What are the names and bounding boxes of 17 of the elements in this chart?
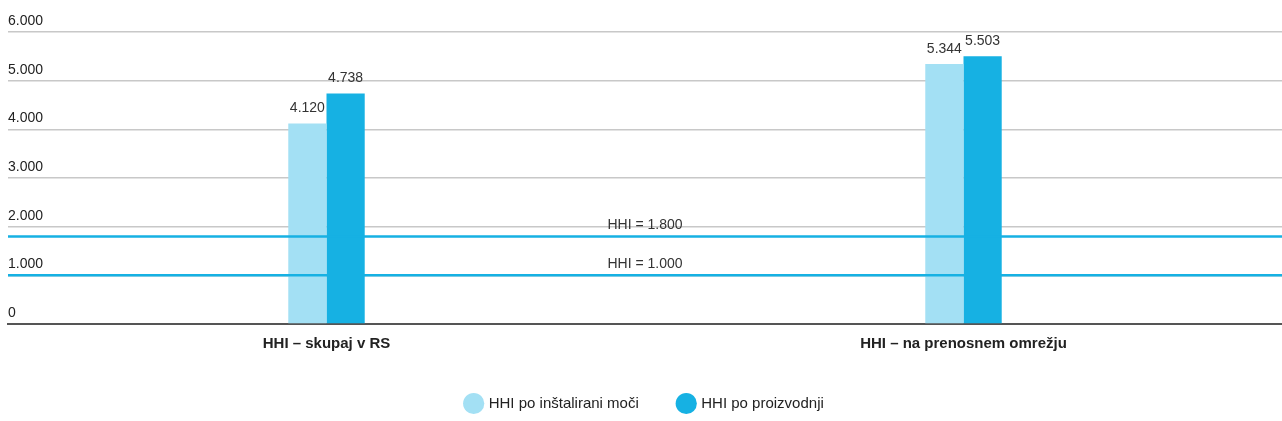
data-label: 4.120 bbox=[289, 99, 326, 116]
x-tick-label: HHI – na prenosnem omrežju bbox=[860, 334, 1067, 352]
y-tick-label: 5.000 bbox=[8, 60, 44, 77]
y-tick-label: 4.000 bbox=[8, 109, 44, 126]
y-tick-label: 3.000 bbox=[8, 157, 44, 174]
ref-line-label: HHI = 1.800 bbox=[607, 216, 683, 233]
legend-label: HHI po proizvodnji bbox=[701, 393, 824, 411]
y-tick-label: 1.000 bbox=[8, 255, 44, 272]
data-label: 5.503 bbox=[965, 32, 1001, 49]
y-tick-label: 0 bbox=[8, 303, 16, 320]
x-tick-label: HHI – skupaj v RS bbox=[262, 334, 391, 352]
y-tick-label: 2.000 bbox=[8, 206, 44, 223]
data-label: 5.344 bbox=[926, 39, 963, 56]
y-tick-label: 6.000 bbox=[8, 11, 44, 28]
data-label: 4.738 bbox=[328, 69, 364, 86]
legend-label: HHI po inštalirani moči bbox=[488, 393, 639, 411]
ref-line-label: HHI = 1.000 bbox=[607, 255, 683, 272]
